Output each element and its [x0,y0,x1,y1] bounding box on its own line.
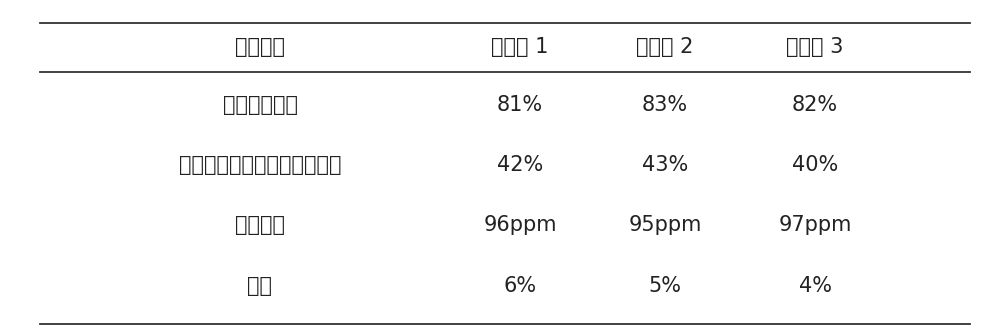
Text: 82%: 82% [792,95,838,115]
Text: 测试项目: 测试项目 [235,37,285,57]
Text: 4%: 4% [798,276,832,296]
Text: 42%: 42% [497,155,543,175]
Text: 40%: 40% [792,155,838,175]
Text: 96ppm: 96ppm [483,215,557,235]
Text: 实施例 2: 实施例 2 [636,37,694,57]
Text: 水飞蓟素含量: 水飞蓟素含量 [222,95,298,115]
Text: 5%: 5% [648,276,682,296]
Text: 实施例 3: 实施例 3 [786,37,844,57]
Text: 43%: 43% [642,155,688,175]
Text: 水飞蓟宾、异水飞蓟宾总含量: 水飞蓟宾、异水飞蓟宾总含量 [179,155,341,175]
Text: 实施例 1: 实施例 1 [491,37,549,57]
Text: 6%: 6% [503,276,537,296]
Text: 残留溶剂: 残留溶剂 [235,215,285,235]
Text: 95ppm: 95ppm [628,215,702,235]
Text: 83%: 83% [642,95,688,115]
Text: 81%: 81% [497,95,543,115]
Text: 97ppm: 97ppm [778,215,852,235]
Text: 水分: 水分 [248,276,272,296]
